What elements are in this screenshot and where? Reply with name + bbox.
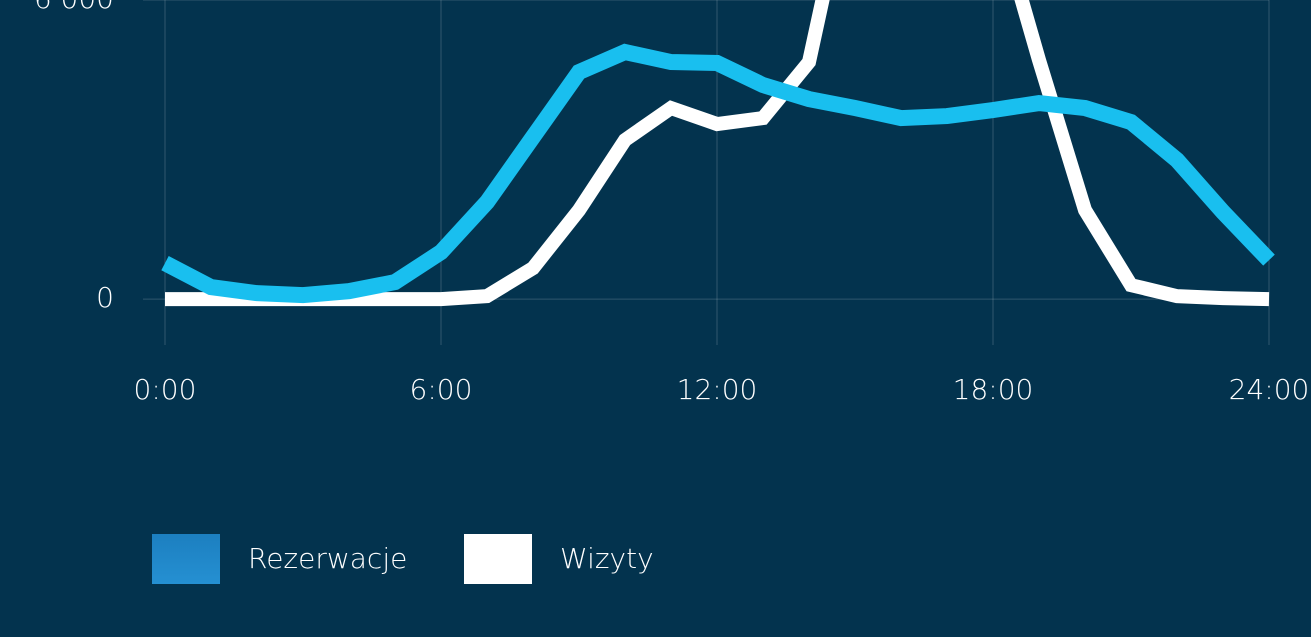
legend: Rezerwacje Wizyty — [152, 534, 654, 584]
y-tick-label: 0 — [96, 281, 114, 314]
legend-swatch — [464, 534, 532, 584]
legend-label: Wizyty — [560, 542, 654, 575]
y-tick-label: 6 000 — [34, 0, 114, 15]
plot-area — [161, 0, 1275, 307]
series-line — [161, 43, 1275, 304]
x-tick-label: 24:00 — [1229, 373, 1310, 406]
x-tick-label: 6:00 — [410, 373, 473, 406]
x-tick-label: 12:00 — [677, 373, 758, 406]
x-tick-label: 0:00 — [134, 373, 197, 406]
labels: 0:00 6:00 12:00 18:00 24:00 0 6 000 — [34, 0, 1310, 406]
legend-label: Rezerwacje — [248, 542, 407, 575]
x-tick-label: 18:00 — [953, 373, 1034, 406]
legend-swatch — [152, 534, 220, 584]
